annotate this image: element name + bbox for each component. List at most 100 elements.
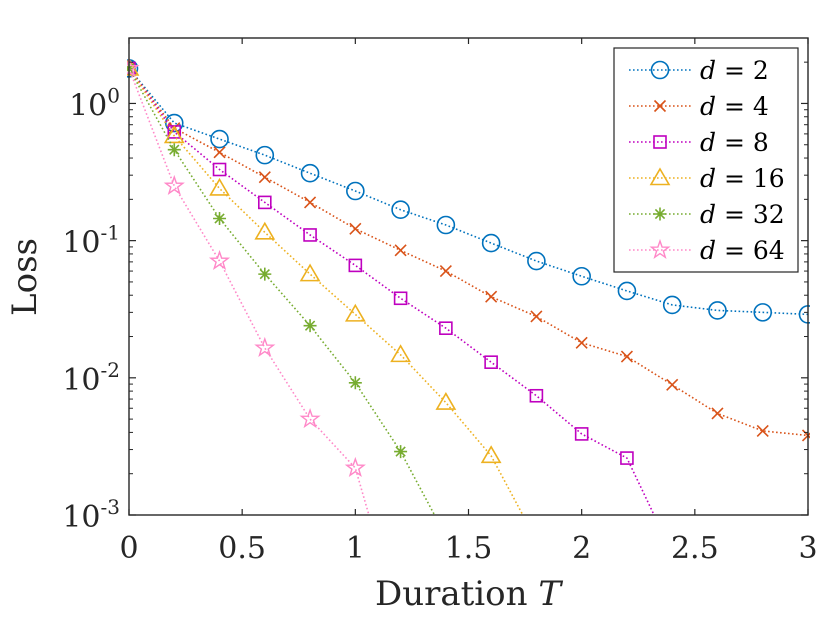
data-point	[485, 290, 498, 303]
y-tick-label: 10-3	[62, 495, 120, 535]
data-point	[574, 427, 589, 441]
data-point	[662, 295, 682, 315]
x-tick-label: 0.5	[218, 531, 266, 566]
legend-entry: d = 4	[629, 92, 769, 121]
series-line	[128, 68, 436, 516]
y-tick-label: 100	[69, 83, 120, 123]
legend-marker	[649, 167, 671, 186]
legend-marker	[650, 60, 670, 80]
y-tick-label: 10-1	[62, 221, 120, 261]
data-point	[304, 196, 317, 209]
series-line	[128, 67, 524, 516]
x-axis-title: Duration T	[375, 574, 563, 614]
y-tick-label: 10-2	[62, 358, 120, 398]
data-point	[620, 350, 633, 363]
legend-label: d = 64	[700, 236, 785, 265]
data-point	[527, 251, 546, 271]
legend-entry: d = 2	[629, 56, 769, 85]
series-layer	[127, 57, 810, 516]
series-d4	[127, 62, 810, 442]
data-point	[572, 266, 591, 286]
data-point	[575, 336, 588, 349]
legend: d = 2 d = 4 d = 8 d = 16 d = 32 d = 64	[613, 47, 799, 273]
data-point	[254, 221, 276, 240]
data-point	[439, 321, 453, 335]
data-point	[303, 228, 317, 242]
legend-marker	[653, 99, 667, 113]
data-point	[163, 125, 185, 144]
data-point	[349, 222, 362, 235]
data-point	[394, 445, 408, 459]
data-point	[299, 407, 321, 429]
legend-label: d = 32	[700, 200, 785, 229]
legend-marker	[653, 135, 667, 149]
legend-marker	[653, 207, 667, 221]
x-axis-symbol: T	[538, 574, 563, 614]
legend-marker	[649, 238, 671, 260]
data-point	[300, 163, 320, 183]
tick-layer: 0 0.5 1 1.5 2 2.5 3 10-3 10-2 10-1 100	[62, 37, 818, 566]
x-tick-label: 1	[346, 531, 365, 566]
series-line	[128, 67, 809, 316]
legend-label: d = 8	[700, 128, 769, 157]
data-point	[303, 319, 317, 333]
data-point	[167, 143, 181, 157]
legend-entry: d = 64	[629, 236, 785, 265]
series-line	[128, 67, 655, 516]
series-line	[128, 67, 809, 437]
data-point	[212, 162, 227, 177]
data-point	[163, 174, 185, 196]
legend-entry: d = 16	[629, 164, 785, 193]
data-point	[299, 263, 321, 282]
data-point	[390, 344, 411, 363]
data-point	[481, 233, 501, 253]
data-point	[255, 145, 275, 165]
data-point	[484, 355, 498, 369]
data-point	[436, 215, 456, 235]
series-d8	[127, 61, 655, 516]
x-tick-label: 0	[119, 531, 138, 566]
data-point	[391, 200, 410, 220]
data-point	[210, 129, 229, 149]
data-point	[620, 451, 634, 465]
data-point	[435, 391, 457, 410]
data-point	[394, 244, 407, 257]
data-point	[348, 376, 362, 390]
x-tick-label: 2.5	[671, 531, 719, 566]
data-point	[711, 407, 724, 420]
data-point	[666, 378, 679, 391]
series-d32	[127, 61, 436, 516]
data-point	[164, 113, 184, 133]
data-point	[346, 181, 365, 201]
legend-label: d = 16	[700, 164, 785, 193]
data-point	[254, 336, 276, 357]
legend-entry: d = 8	[629, 128, 769, 157]
data-point	[213, 211, 227, 225]
x-tick-label: 2	[572, 531, 591, 566]
legend-box	[613, 47, 799, 273]
data-point	[756, 424, 769, 438]
data-point	[344, 303, 366, 322]
data-point	[213, 146, 226, 159]
data-point	[617, 281, 637, 301]
data-point	[529, 388, 544, 403]
data-point	[348, 258, 363, 273]
data-point	[480, 445, 502, 464]
x-tick-label: 1.5	[445, 531, 493, 566]
x-tick-label: 3	[798, 531, 817, 566]
legend-label: d = 2	[700, 56, 769, 85]
x-axis-label: Duration	[375, 574, 528, 614]
series-d2	[127, 59, 810, 324]
data-point	[258, 267, 272, 281]
data-point	[344, 456, 366, 478]
data-point	[209, 177, 230, 196]
legend-label: d = 4	[700, 92, 769, 121]
data-point	[439, 265, 452, 278]
data-point	[393, 291, 408, 306]
data-point	[753, 303, 773, 322]
data-point	[258, 171, 271, 184]
data-point	[708, 301, 727, 320]
y-axis-title: Loss	[5, 238, 45, 316]
data-point	[530, 310, 543, 323]
